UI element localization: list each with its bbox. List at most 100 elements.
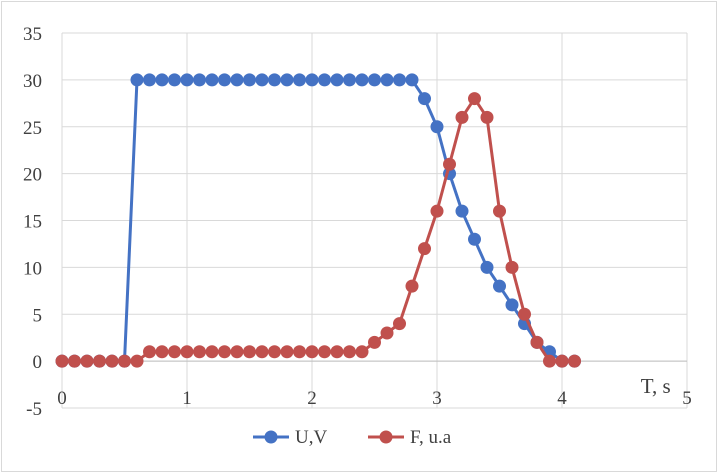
data-point <box>180 345 194 359</box>
data-point <box>493 204 506 218</box>
data-point <box>455 204 469 218</box>
y-tick-label: 20 <box>23 165 42 186</box>
data-point <box>168 345 181 359</box>
data-point <box>505 260 519 274</box>
legend: U,V F, u.a <box>253 427 452 448</box>
data-point <box>555 354 569 368</box>
data-point <box>393 73 406 87</box>
y-tick-label: 30 <box>23 71 42 92</box>
data-point <box>355 345 369 359</box>
y-tick-label: 10 <box>23 258 42 279</box>
x-tick-label: 5 <box>682 388 692 409</box>
data-point <box>430 204 444 218</box>
data-point <box>230 73 244 87</box>
legend-marker <box>379 430 393 444</box>
data-point <box>305 345 319 359</box>
data-point <box>218 345 231 359</box>
data-point <box>443 157 456 171</box>
data-point <box>480 110 494 124</box>
data-point <box>205 345 219 359</box>
legend-item: F, u.a <box>368 427 452 448</box>
data-point <box>93 354 106 368</box>
data-point <box>68 354 81 368</box>
data-point <box>193 73 206 87</box>
data-point <box>293 345 306 359</box>
data-point <box>468 232 481 246</box>
data-point <box>130 354 144 368</box>
data-point <box>280 345 294 359</box>
data-point <box>543 354 556 368</box>
data-point <box>168 73 181 87</box>
data-point <box>330 345 344 359</box>
data-point <box>505 298 519 312</box>
x-tick-label: 1 <box>182 388 192 409</box>
x-tick-label: 3 <box>432 388 442 409</box>
data-point <box>405 73 419 87</box>
series-line <box>62 97 575 363</box>
data-point <box>218 73 231 87</box>
data-point <box>105 354 119 368</box>
y-tick-label: 35 <box>23 24 42 45</box>
data-point <box>155 345 169 359</box>
data-point <box>205 73 219 87</box>
data-point <box>243 345 256 359</box>
legend-label: U,V <box>295 427 327 448</box>
data-point <box>280 73 294 87</box>
y-tick-label: 25 <box>23 118 42 139</box>
x-tick-label: 0 <box>57 388 67 409</box>
data-point <box>343 345 356 359</box>
data-point <box>368 335 381 349</box>
series-layer <box>55 73 581 368</box>
data-point <box>255 345 269 359</box>
data-point <box>118 354 131 368</box>
data-point <box>393 317 406 331</box>
data-point <box>230 345 244 359</box>
data-point <box>155 73 169 87</box>
data-point <box>55 354 69 368</box>
data-point <box>318 345 331 359</box>
data-point <box>268 345 281 359</box>
tick-labels: 35 30 25 20 15 10 5 0 -5 0 1 2 3 4 5 <box>23 24 692 420</box>
data-point <box>368 73 381 87</box>
data-point <box>405 279 419 293</box>
data-point <box>518 307 531 321</box>
y-tick-label: 5 <box>33 305 43 326</box>
x-tick-label: 4 <box>557 388 567 409</box>
data-point <box>143 73 156 87</box>
data-point <box>480 260 494 274</box>
data-point <box>130 73 144 87</box>
data-point <box>305 73 319 87</box>
legend-marker <box>264 430 278 444</box>
data-point <box>143 345 156 359</box>
data-point <box>568 354 581 368</box>
data-point <box>293 73 306 87</box>
data-point <box>355 73 369 87</box>
legend-item: U,V <box>253 427 327 448</box>
data-point <box>530 335 544 349</box>
data-point <box>430 120 444 134</box>
data-point <box>318 73 331 87</box>
data-point <box>455 110 469 124</box>
data-point <box>80 354 94 368</box>
data-point <box>418 92 431 106</box>
data-point <box>343 73 356 87</box>
y-tick-label: -5 <box>26 399 42 420</box>
x-axis-title: T, s <box>641 374 671 398</box>
legend-label: F, u.a <box>410 427 452 448</box>
y-tick-label: 0 <box>33 352 43 373</box>
x-tick-label: 2 <box>307 388 317 409</box>
data-point <box>243 73 256 87</box>
data-point <box>380 73 394 87</box>
y-tick-label: 15 <box>23 212 42 233</box>
data-point <box>330 73 344 87</box>
data-point <box>180 73 194 87</box>
data-point <box>493 279 506 293</box>
data-point <box>380 326 394 340</box>
data-point <box>418 242 431 256</box>
data-point <box>255 73 269 87</box>
data-point <box>468 92 481 106</box>
series-2 <box>55 92 581 368</box>
data-point <box>193 345 206 359</box>
data-point <box>268 73 281 87</box>
